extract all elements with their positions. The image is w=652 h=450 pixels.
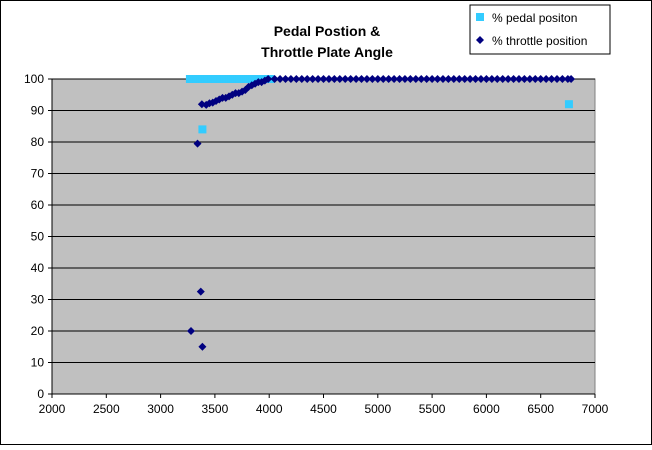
throttle-position-point [187, 327, 196, 335]
throttle-position-point [346, 75, 355, 83]
throttle-position-point [341, 75, 350, 83]
throttle-position-point [303, 75, 312, 83]
throttle-position-point [281, 75, 290, 83]
y-tick-label: 80 [31, 135, 45, 149]
y-tick-label: 90 [31, 104, 45, 118]
throttle-position-point [314, 75, 323, 83]
chart-title-line-2: Throttle Plate Angle [261, 44, 393, 60]
throttle-position-point [352, 75, 361, 83]
throttle-position-point [460, 75, 469, 83]
y-tick-label: 0 [37, 387, 44, 401]
throttle-position-point [509, 75, 518, 83]
throttle-position-point [428, 75, 437, 83]
throttle-position-point [433, 75, 442, 83]
throttle-position-point [270, 75, 279, 83]
y-tick-label: 70 [31, 167, 45, 181]
throttle-position-point [471, 75, 480, 83]
y-tick-label: 10 [31, 356, 45, 370]
y-tick-label: 50 [31, 230, 45, 244]
throttle-position-point [198, 342, 207, 351]
y-tick-label: 60 [31, 198, 45, 212]
pedal-position-point [198, 125, 207, 134]
throttle-position-point [196, 287, 205, 296]
throttle-position-point [476, 75, 485, 83]
legend-label-throttle: % throttle position [492, 34, 587, 48]
throttle-position-point [547, 75, 556, 83]
throttle-position-point [357, 75, 366, 83]
y-tick-label: 100 [24, 72, 44, 86]
x-tick-label: 6000 [473, 402, 500, 416]
throttle-position-point [525, 75, 534, 83]
throttle-position-point [558, 75, 567, 83]
series-pedal-position [185, 75, 573, 134]
throttle-position-point [493, 75, 502, 83]
throttle-position-point [455, 75, 464, 83]
x-tick-label: 2000 [39, 402, 66, 416]
y-tick-label: 20 [31, 324, 45, 338]
throttle-position-point [379, 75, 388, 83]
throttle-position-point [542, 75, 551, 83]
throttle-position-point [308, 75, 317, 83]
x-tick-label: 7000 [582, 402, 609, 416]
throttle-position-point [324, 75, 333, 83]
x-axis: 2000 2500 3000 3500 4000 4500 5000 5500 6000 6500… [39, 393, 609, 416]
throttle-position-point [193, 139, 202, 148]
x-tick-label: 3000 [147, 402, 174, 416]
legend: % pedal positon % throttle position [469, 4, 611, 55]
legend-marker-throttle [476, 36, 484, 44]
throttle-position-point [384, 75, 393, 83]
throttle-position-point [438, 75, 447, 83]
throttle-position-point [400, 75, 409, 83]
throttle-position-point [292, 75, 301, 83]
throttle-position-point [531, 75, 540, 83]
throttle-position-point [482, 75, 491, 83]
throttle-position-point [286, 75, 295, 83]
x-tick-label: 4000 [256, 402, 283, 416]
y-tick-label: 40 [31, 261, 45, 275]
throttle-position-point [466, 75, 475, 83]
throttle-position-point [368, 75, 377, 83]
throttle-position-point [536, 75, 545, 83]
throttle-position-point [264, 75, 273, 83]
throttle-position-point [411, 75, 420, 83]
throttle-position-point [504, 75, 513, 83]
throttle-position-point [373, 75, 382, 83]
throttle-position-point [552, 75, 561, 83]
x-tick-label: 3500 [202, 402, 229, 416]
throttle-position-point [514, 75, 523, 83]
chart-title-line-1: Pedal Postion & [274, 23, 381, 39]
throttle-position-point [395, 75, 404, 83]
throttle-position-point [567, 75, 576, 83]
x-tick-label: 5000 [364, 402, 391, 416]
y-tick-label: 30 [31, 293, 45, 307]
x-tick-label: 5500 [419, 402, 446, 416]
throttle-position-point [330, 75, 339, 83]
throttle-position-point [487, 75, 496, 83]
legend-label-pedal: % pedal positon [492, 11, 577, 25]
throttle-position-point [406, 75, 415, 83]
throttle-position-point [319, 75, 328, 83]
throttle-position-point [297, 75, 306, 83]
legend-marker-pedal [476, 13, 484, 21]
y-axis: 0 10 20 30 40 50 60 70 80 90 100 [24, 72, 53, 401]
throttle-position-point [390, 75, 399, 83]
throttle-position-point [335, 75, 344, 83]
throttle-position-point [417, 75, 426, 83]
throttle-position-point [520, 75, 529, 83]
throttle-position-point [449, 75, 458, 83]
throttle-position-point [444, 75, 453, 83]
throttle-position-point [422, 75, 431, 83]
legend-box [469, 4, 611, 55]
series-throttle-position [187, 75, 576, 351]
x-tick-label: 4500 [310, 402, 337, 416]
pedal-position-point [564, 100, 573, 109]
x-tick-label: 6500 [527, 402, 554, 416]
x-tick-label: 2500 [93, 402, 120, 416]
throttle-position-point [362, 75, 371, 83]
throttle-position-point [498, 75, 507, 83]
throttle-position-point [276, 75, 285, 83]
